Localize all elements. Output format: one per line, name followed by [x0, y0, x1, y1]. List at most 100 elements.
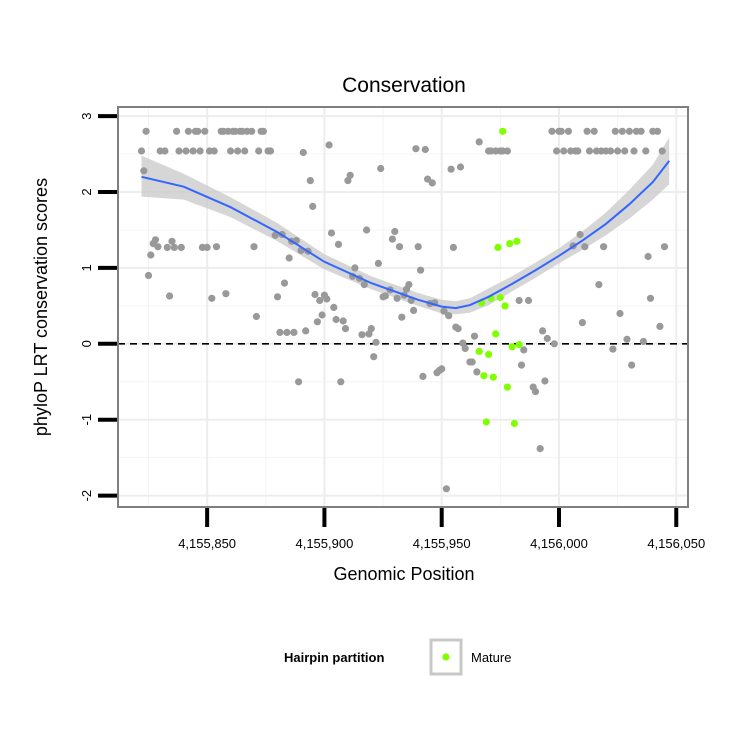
point-other: [625, 127, 634, 135]
point-other: [611, 127, 619, 135]
point-other: [273, 293, 282, 301]
point-other: [410, 306, 418, 314]
data-points: [137, 127, 669, 493]
point-other: [550, 340, 558, 348]
point-other: [623, 335, 631, 343]
point-other: [360, 281, 368, 289]
point-other: [461, 344, 469, 352]
point-other: [222, 290, 230, 298]
point-other: [144, 271, 153, 280]
point-other: [173, 127, 181, 135]
y-axis-label: phyloP LRT conservation scores: [31, 178, 51, 436]
chart-title: Conservation: [342, 74, 466, 97]
point-other: [656, 322, 664, 330]
point-other: [590, 127, 598, 135]
point-mature: [510, 419, 518, 428]
y-tick-label: 1: [79, 264, 94, 271]
point-other: [323, 295, 331, 303]
point-other: [658, 147, 666, 155]
point-other: [517, 361, 526, 369]
point-other: [442, 485, 450, 493]
point-other: [337, 378, 345, 386]
legend-label-mature: Mature: [471, 650, 511, 665]
x-tick-label: 4,155,900: [295, 536, 353, 551]
point-mature: [482, 418, 490, 426]
point-other: [137, 147, 146, 155]
x-tick-label: 4,155,950: [413, 536, 471, 551]
point-other: [142, 127, 150, 135]
legend-title: Hairpin partition: [284, 650, 384, 665]
point-mature: [513, 237, 521, 245]
point-other: [196, 147, 204, 155]
point-other: [536, 445, 544, 453]
point-other: [560, 147, 568, 155]
point-other: [210, 147, 218, 155]
point-other: [370, 353, 378, 361]
point-other: [600, 243, 608, 251]
point-other: [553, 147, 561, 155]
point-other: [363, 226, 371, 234]
point-other: [616, 309, 624, 318]
point-other: [428, 179, 436, 187]
x-axis-label: Genomic Position: [333, 564, 474, 584]
point-mature: [489, 373, 497, 381]
point-other: [168, 237, 176, 245]
y-tick-label: -1: [79, 414, 94, 426]
y-tick-label: 3: [79, 112, 94, 119]
point-other: [449, 243, 457, 251]
point-other: [241, 147, 249, 155]
point-other: [140, 167, 148, 175]
y-tick-label: 0: [79, 340, 94, 347]
legend: Hairpin partition Mature: [284, 638, 511, 676]
point-other: [302, 327, 310, 335]
point-other: [438, 365, 446, 373]
point-other: [255, 147, 263, 155]
point-other: [290, 328, 298, 336]
point-other: [470, 332, 479, 340]
point-other: [524, 296, 533, 305]
point-other: [395, 243, 404, 251]
point-other: [621, 147, 629, 155]
point-other: [644, 252, 652, 261]
point-other: [456, 163, 465, 171]
point-other: [630, 147, 638, 155]
point-other: [285, 254, 293, 262]
point-other: [581, 243, 589, 251]
point-mature: [508, 343, 516, 351]
point-other: [327, 229, 336, 237]
point-mature: [494, 243, 502, 251]
point-other: [184, 127, 192, 135]
point-other: [341, 325, 350, 333]
point-other: [271, 231, 279, 239]
point-other: [388, 235, 396, 243]
point-other: [151, 236, 160, 244]
point-other: [398, 313, 406, 321]
point-other: [325, 141, 333, 149]
point-other: [609, 345, 617, 353]
point-other: [194, 127, 202, 135]
point-other: [421, 145, 429, 154]
point-other: [520, 346, 528, 354]
point-mature: [480, 372, 488, 380]
x-tick-label: 4,156,000: [530, 536, 588, 551]
plot-panel-border: [117, 106, 689, 508]
point-other: [576, 230, 584, 239]
point-other: [595, 281, 603, 289]
point-other: [313, 318, 321, 326]
point-other: [628, 361, 636, 369]
point-other: [539, 327, 547, 335]
x-tick-label: 4,156,050: [647, 536, 705, 551]
point-other: [445, 312, 453, 320]
point-other: [259, 127, 267, 135]
point-other: [417, 266, 425, 274]
point-other: [639, 337, 648, 346]
point-other: [574, 147, 582, 155]
point-other: [607, 147, 615, 155]
point-other: [334, 240, 343, 248]
point-other: [583, 127, 591, 135]
point-other: [332, 315, 340, 324]
point-other: [280, 279, 289, 287]
point-other: [440, 307, 448, 315]
plot-panel: [118, 107, 688, 507]
point-other: [618, 127, 626, 135]
